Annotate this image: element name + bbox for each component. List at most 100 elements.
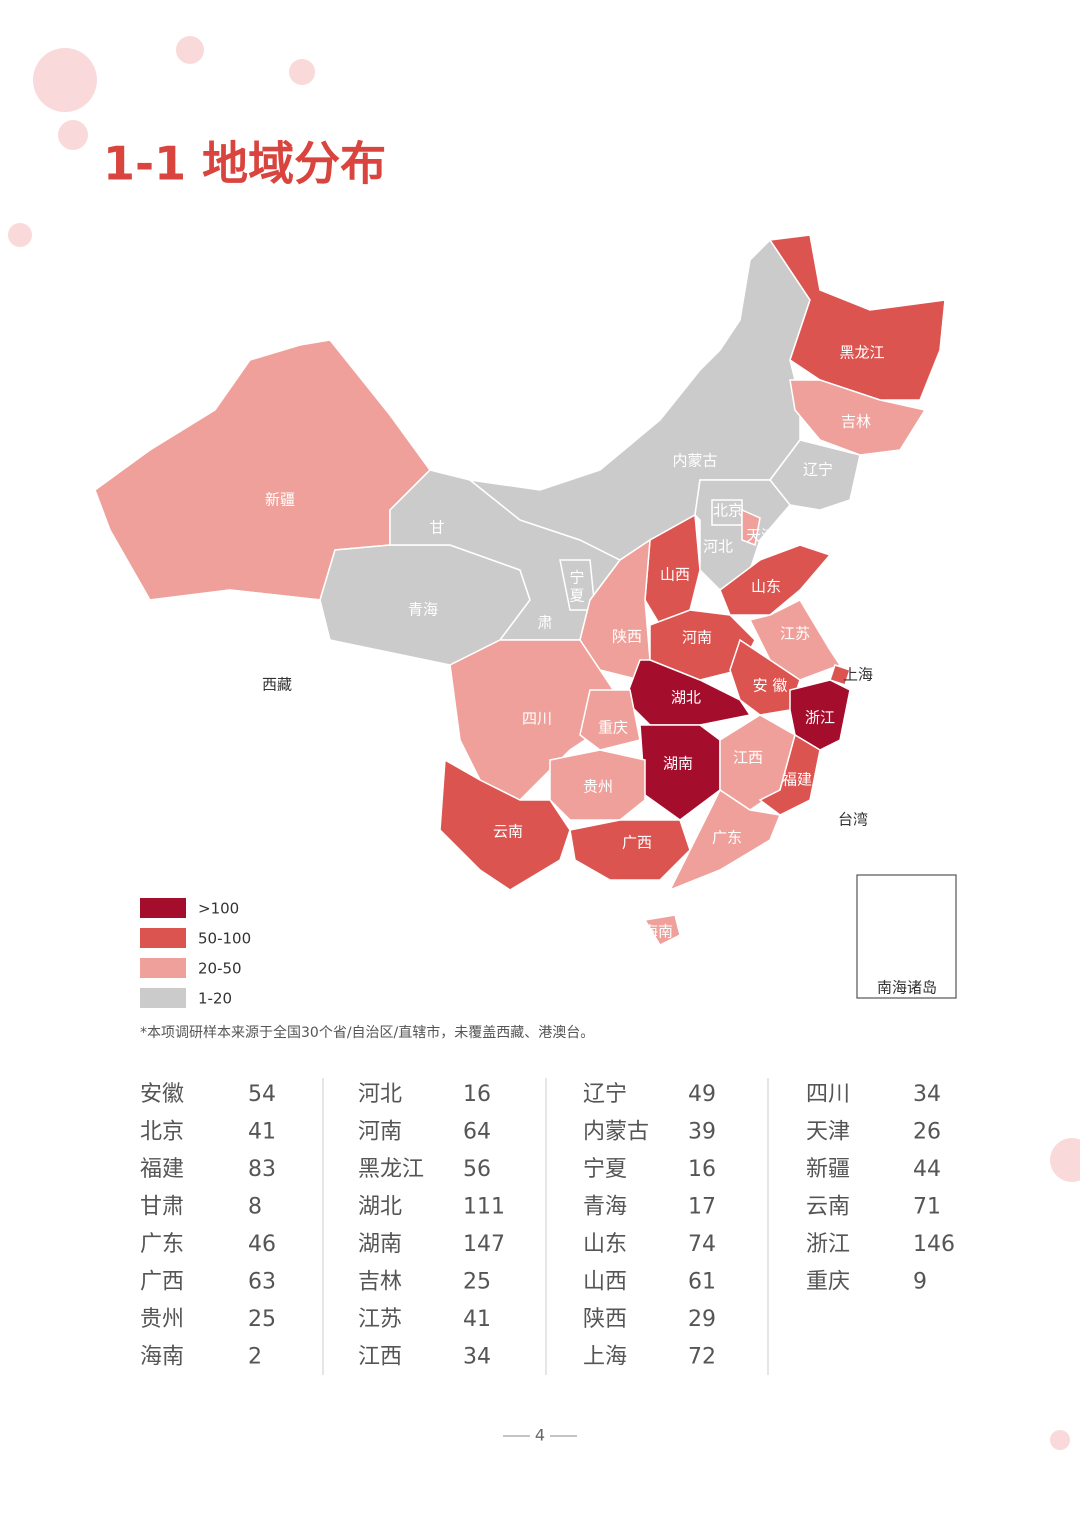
province-label: 云南 xyxy=(493,823,523,841)
legend-label: 20-50 xyxy=(198,960,242,978)
province-label: 天津 xyxy=(746,527,776,545)
province-count: 71 xyxy=(913,1195,941,1220)
province xyxy=(829,664,851,686)
province xyxy=(569,819,691,881)
province-label: 广东 xyxy=(712,829,742,847)
province-name: 陕西 xyxy=(583,1307,627,1332)
province-name: 辽宁 xyxy=(583,1082,627,1107)
province-name: 贵州 xyxy=(140,1307,184,1332)
legend-swatch xyxy=(140,928,186,948)
province-name: 内蒙古 xyxy=(583,1120,649,1145)
province-count: 8 xyxy=(248,1195,262,1220)
province-label: 江西 xyxy=(733,749,763,767)
province-name: 宁夏 xyxy=(583,1157,627,1182)
province-label: 上海 xyxy=(843,666,873,684)
province-count: 25 xyxy=(248,1307,276,1332)
province-count: 34 xyxy=(463,1345,491,1370)
province-label: 海南 xyxy=(643,923,673,941)
province-count: 25 xyxy=(463,1270,491,1295)
province-label: 江苏 xyxy=(780,625,810,643)
page-title: 1-1 地域分布 xyxy=(103,137,386,191)
province-label: 四川 xyxy=(522,710,552,728)
province-name: 广西 xyxy=(140,1270,184,1295)
province-count: 49 xyxy=(688,1082,716,1107)
province-count: 41 xyxy=(248,1120,276,1145)
province-count: 26 xyxy=(913,1120,941,1145)
province-count: 44 xyxy=(913,1157,941,1182)
inset-label: 南海诸岛 xyxy=(877,979,937,997)
province-label: 青海 xyxy=(408,601,438,619)
province-name: 青海 xyxy=(583,1195,627,1220)
province-name: 北京 xyxy=(140,1120,184,1145)
province xyxy=(768,234,946,401)
province-label: 辽宁 xyxy=(803,461,833,479)
legend-swatch xyxy=(140,988,186,1008)
province-label: 西藏 xyxy=(262,676,292,694)
province-count: 61 xyxy=(688,1270,716,1295)
province-name: 四川 xyxy=(806,1082,850,1107)
province-count: 147 xyxy=(463,1232,505,1257)
province-label: 北京 xyxy=(713,502,743,520)
province xyxy=(639,724,721,821)
province-name: 湖北 xyxy=(358,1195,402,1220)
province xyxy=(668,788,782,892)
province-count: 111 xyxy=(463,1195,505,1220)
province-label: 山西 xyxy=(660,566,690,584)
legend-label: 1-20 xyxy=(198,990,232,1008)
province-label: 宁 xyxy=(569,569,584,587)
province-name: 海南 xyxy=(140,1345,184,1370)
province-name: 河北 xyxy=(358,1082,402,1107)
legend-label: 50-100 xyxy=(198,930,251,948)
province-name: 浙江 xyxy=(806,1232,850,1257)
province-label: 内蒙古 xyxy=(672,452,717,470)
province-count: 17 xyxy=(688,1195,716,1220)
province-count: 16 xyxy=(463,1082,491,1107)
province-label: 贵州 xyxy=(583,778,613,796)
province-count: 46 xyxy=(248,1232,276,1257)
footnote: *本项调研样本来源于全国30个省/自治区/直辖市，未覆盖西藏、港澳台。 xyxy=(140,1024,594,1041)
page-number: 4 xyxy=(535,1426,545,1445)
province-label: 湖南 xyxy=(663,755,693,773)
province xyxy=(758,733,821,816)
province-label: 陕西 xyxy=(612,628,642,646)
province-name: 吉林 xyxy=(358,1270,402,1295)
province-label: 广西 xyxy=(622,834,652,852)
province-count: 41 xyxy=(463,1307,491,1332)
province-label: 黑龙江 xyxy=(839,344,884,362)
province xyxy=(854,778,871,848)
province-count: 64 xyxy=(463,1120,491,1145)
province-label: 夏 xyxy=(569,587,584,605)
province-label: 安 徽 xyxy=(753,677,788,695)
province-count: 56 xyxy=(463,1157,491,1182)
province-count: 9 xyxy=(913,1270,927,1295)
province-name: 福建 xyxy=(140,1157,184,1182)
province xyxy=(439,758,571,891)
province xyxy=(643,914,681,946)
province-count: 72 xyxy=(688,1345,716,1370)
province-name: 云南 xyxy=(806,1195,850,1220)
province-name: 重庆 xyxy=(806,1270,850,1295)
province-count: 16 xyxy=(688,1157,716,1182)
province-count: 39 xyxy=(688,1120,716,1145)
legend-swatch xyxy=(140,898,186,918)
province-count: 83 xyxy=(248,1157,276,1182)
province-name: 江苏 xyxy=(358,1307,402,1332)
province-count: 2 xyxy=(248,1345,262,1370)
province-name: 江西 xyxy=(358,1345,402,1370)
province xyxy=(719,544,832,616)
province-count: 146 xyxy=(913,1232,955,1257)
province-name: 湖南 xyxy=(358,1232,402,1257)
province xyxy=(789,379,927,456)
province-name: 新疆 xyxy=(806,1157,850,1182)
province-name: 山西 xyxy=(583,1270,627,1295)
province-label: 湖北 xyxy=(671,689,701,707)
legend: >100 50-100 20-50 1-20 xyxy=(140,898,251,1008)
province-label: 山东 xyxy=(751,578,781,596)
province-count: 54 xyxy=(248,1082,276,1107)
province-label: 福建 xyxy=(782,771,812,789)
legend-swatch xyxy=(140,958,186,978)
decoration xyxy=(8,36,1080,1450)
province-label: 肃 xyxy=(537,614,552,632)
province-label: 甘 xyxy=(429,519,444,537)
